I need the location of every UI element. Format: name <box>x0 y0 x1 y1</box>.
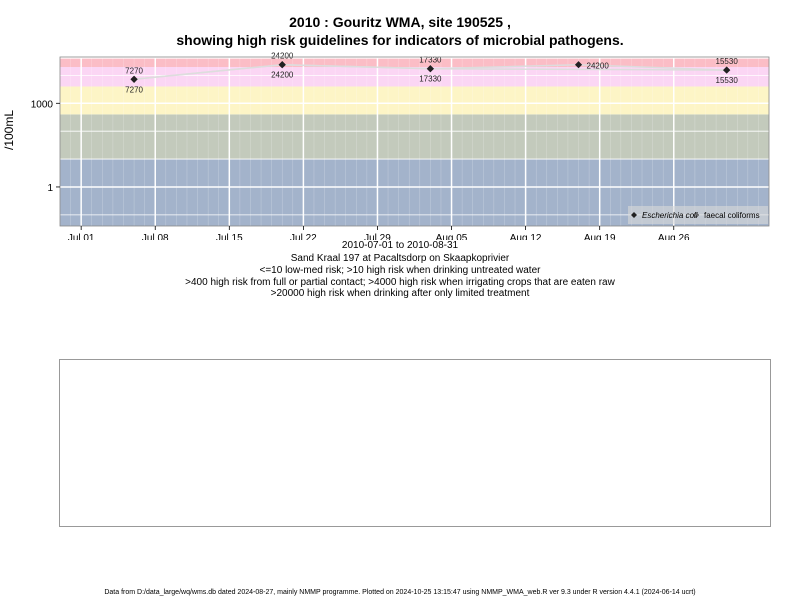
risk-chart: 7270 24200 17330 24200 15530 7270 24200 17330 15… <box>2 52 770 240</box>
data-point <box>574 61 583 69</box>
y-tick-label: 1 <box>47 183 53 194</box>
x-tick-label: Aug 26 <box>658 233 690 240</box>
data-point <box>723 66 731 74</box>
grid-lines <box>59 57 770 226</box>
legend-marker <box>631 212 637 218</box>
chart-title-line2: showing high risk guidelines for indicat… <box>176 32 624 48</box>
x-tick-label: Jul 22 <box>290 233 317 240</box>
risk-band-4 <box>60 58 769 68</box>
data-label: 24200 <box>587 62 610 71</box>
series-line-1 <box>134 63 727 81</box>
empty-plot-panel <box>59 359 771 527</box>
data-point <box>426 65 434 73</box>
x-tick-label: Aug 05 <box>436 233 468 240</box>
y-axis-label: /100mL <box>2 110 16 150</box>
caption-date-range: 2010-07-01 to 2010-08-31 <box>341 240 459 251</box>
x-tick-label: Aug 19 <box>584 233 616 240</box>
data-label: 15530 <box>716 76 739 85</box>
data-label: 17330 <box>419 75 442 84</box>
data-point <box>130 75 138 83</box>
data-label: 7270 <box>125 66 143 75</box>
risk-band-3 <box>60 67 769 87</box>
y-tick-label: 1000 <box>31 99 54 110</box>
legend-label: faecal coliforms <box>704 211 760 220</box>
chart-title-line1: 2010 : Gouritz WMA, site 190525 , <box>289 14 511 30</box>
x-tick-label: Jul 15 <box>216 233 243 240</box>
data-label: 24200 <box>271 52 294 61</box>
legend-box <box>628 206 768 224</box>
data-point <box>278 61 286 69</box>
caption-risk-line-3: >20000 high risk when drinking after onl… <box>270 288 530 299</box>
data-label: 15530 <box>716 57 739 66</box>
x-tick-label: Jul 29 <box>364 233 391 240</box>
legend: Escherichia coli faecal coliforms <box>628 206 768 224</box>
footer-note: Data from D:/data_large/wq/wms.db dated … <box>104 589 696 596</box>
axes: Jul 01 Jul 08 Jul 15 Jul 22 Jul 29 Aug 05 Aug … <box>31 56 770 240</box>
data-points: 7270 24200 17330 24200 15530 7270 24200 17330 15… <box>125 52 738 95</box>
caption-site: Sand Kraal 197 at Pacaltsdorp on Skaapko… <box>290 253 510 264</box>
caption-risk-line-2: >400 high risk from full or partial cont… <box>185 277 615 288</box>
x-tick-label: Jul 08 <box>142 233 169 240</box>
data-label: 24200 <box>271 71 294 80</box>
x-tick-label: Jul 01 <box>68 233 95 240</box>
risk-band-1 <box>60 114 769 160</box>
plot-frame <box>59 56 770 227</box>
risk-bands <box>60 58 769 226</box>
caption-risk-line-1: <=10 low-med risk; >10 high risk when dr… <box>259 265 541 276</box>
legend-label: Escherichia coli <box>642 211 698 220</box>
x-tick-label: Aug 12 <box>510 233 542 240</box>
data-label: 17330 <box>419 56 442 65</box>
legend-marker <box>693 212 699 218</box>
risk-band-2 <box>60 86 769 115</box>
data-label: 7270 <box>125 85 143 94</box>
